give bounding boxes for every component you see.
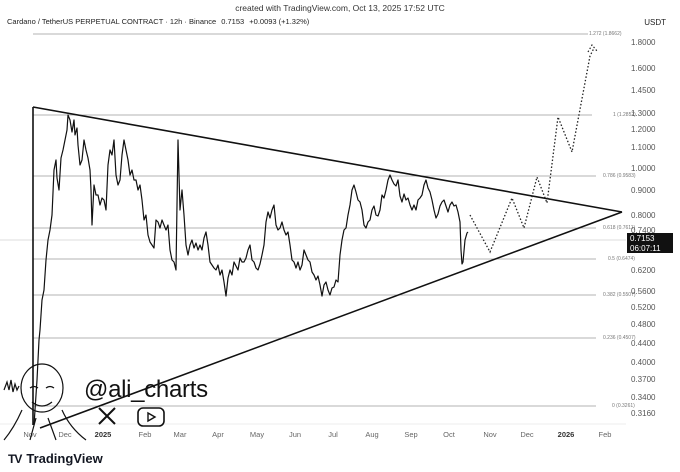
x-tick: Sep	[404, 430, 418, 439]
y-tick: 1.2000	[631, 125, 656, 134]
x-tick: Nov	[23, 430, 37, 439]
y-tick: 0.5600	[631, 287, 656, 296]
x-tick: Oct	[443, 430, 455, 439]
price-line	[33, 114, 469, 426]
tradingview-brand[interactable]: TV TradingView	[8, 451, 103, 466]
tradingview-logo-icon: TV	[8, 451, 22, 466]
x-tick: Dec	[58, 430, 72, 439]
y-tick: 0.4800	[631, 320, 656, 329]
x-logo-icon	[98, 407, 116, 425]
fib-levels	[33, 33, 596, 407]
current-price-value: 0.7153	[630, 234, 655, 243]
y-tick: 1.0000	[631, 164, 656, 173]
y-tick: 0.6200	[631, 266, 656, 275]
triangle-pattern	[32, 106, 623, 429]
x-tick: Jun	[288, 430, 302, 439]
y-tick: 0.4400	[631, 339, 656, 348]
youtube-play-icon	[137, 407, 165, 427]
y-tick: 0.8000	[631, 211, 656, 220]
x-tick-year: 2026	[557, 430, 575, 439]
projection-path	[469, 47, 595, 254]
current-price-box: 0.7153 06:07:11	[627, 233, 673, 253]
bar-countdown: 06:07:11	[630, 243, 661, 253]
created-watermark: created with TradingView.com, Oct 13, 20…	[235, 3, 445, 13]
y-tick: 0.7400	[631, 226, 656, 235]
price-unit: USDT	[644, 18, 666, 27]
y-tick: 0.3700	[631, 375, 656, 384]
symbol-header: Cardano / TetherUS PERPETUAL CONTRACT · …	[7, 17, 312, 26]
x-tick: May	[249, 430, 265, 439]
fib-label-0786: 0.786 (0.9583)	[603, 173, 636, 179]
x-tick: Feb	[598, 430, 612, 439]
y-tick: 0.5200	[631, 303, 656, 312]
fib-label-0618: 0.618 (0.7611)	[603, 225, 636, 231]
fib-label-0: 0 (0.3261)	[612, 403, 635, 409]
x-tick: Nov	[483, 430, 497, 439]
x-tick: Mar	[173, 430, 187, 439]
y-tick: 0.3400	[631, 393, 656, 402]
x-tick: Aug	[365, 430, 379, 439]
y-tick: 0.9000	[631, 186, 656, 195]
y-tick: 1.8000	[631, 38, 656, 47]
fib-label-05: 0.5 (0.6474)	[608, 256, 635, 262]
fib-label-0382: 0.382 (0.5507)	[603, 292, 636, 298]
x-tick: Dec	[520, 430, 534, 439]
price-change: +0.0093 (+1.32%)	[249, 17, 310, 26]
y-tick: 1.3000	[631, 109, 656, 118]
watermark-handle: @ali_charts	[84, 376, 208, 403]
y-tick: 1.1000	[631, 143, 656, 152]
last-price: 0.7153	[221, 17, 245, 26]
symbol-title: Cardano / TetherUS PERPETUAL CONTRACT · …	[7, 17, 217, 26]
y-tick: 1.4500	[631, 86, 656, 95]
fib-label-1272: 1.272 (1.8662)	[589, 31, 622, 37]
fib-label-1: 1 (1.2852)	[613, 112, 636, 118]
y-tick: 0.4000	[631, 358, 656, 367]
y-tick: 1.6000	[631, 64, 656, 73]
x-tick: Apr	[212, 430, 224, 439]
fib-label-0236: 0.236 (0.4507)	[603, 335, 636, 341]
x-tick: Feb	[138, 430, 152, 439]
x-tick-year: 2025	[94, 430, 112, 439]
x-tick: Jul	[328, 430, 338, 439]
avatar-sketch-icon	[3, 363, 87, 441]
brand-name: TradingView	[26, 451, 103, 466]
y-tick: 0.3160	[631, 409, 656, 418]
